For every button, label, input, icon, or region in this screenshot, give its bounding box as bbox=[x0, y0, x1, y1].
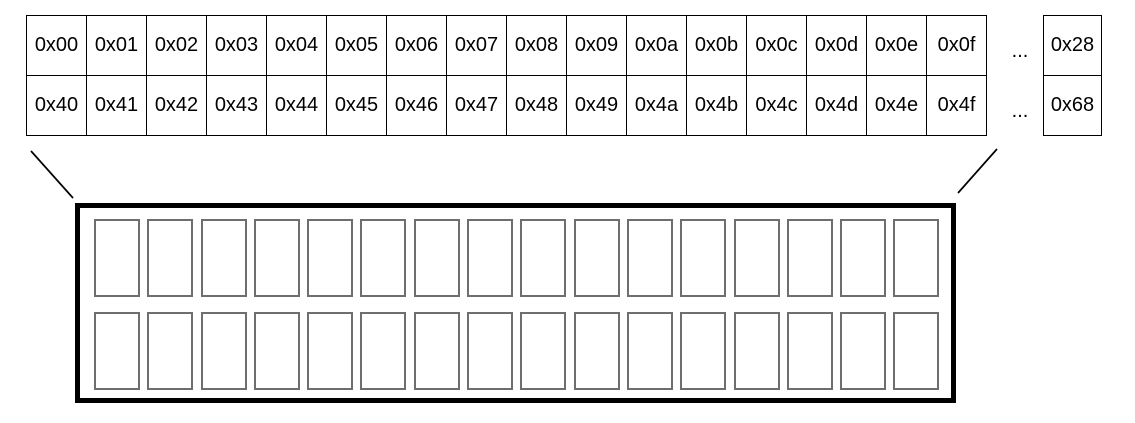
address-cell: 0x06 bbox=[386, 15, 447, 76]
memory-slot bbox=[573, 219, 620, 297]
address-cell: 0x09 bbox=[566, 15, 627, 76]
memory-slot bbox=[680, 219, 727, 297]
address-cell: 0x44 bbox=[266, 75, 327, 136]
ellipsis-bottom: ... bbox=[1011, 100, 1029, 122]
memory-slot bbox=[94, 219, 140, 297]
address-cell: 0x4e bbox=[866, 75, 927, 136]
address-cell: 0x4c bbox=[746, 75, 807, 136]
memory-slot bbox=[200, 219, 247, 297]
memory-slot bbox=[147, 219, 194, 297]
memory-slot bbox=[733, 312, 780, 390]
tail-address-table: 0x28 0x68 bbox=[1043, 15, 1102, 136]
address-cell: 0x03 bbox=[206, 15, 267, 76]
address-cell: 0x08 bbox=[506, 15, 567, 76]
address-cell: 0x42 bbox=[146, 75, 207, 136]
zoom-cell-row bbox=[94, 312, 940, 390]
tail-row: 0x68 bbox=[1043, 75, 1102, 136]
address-cell: 0x28 bbox=[1043, 15, 1102, 76]
memory-slot bbox=[680, 312, 727, 390]
memory-slot bbox=[626, 312, 673, 390]
memory-slot bbox=[786, 312, 833, 390]
memory-slot bbox=[840, 219, 887, 297]
memory-slot bbox=[253, 312, 300, 390]
address-cell: 0x47 bbox=[446, 75, 507, 136]
memory-slot bbox=[786, 219, 833, 297]
memory-slot bbox=[520, 219, 567, 297]
address-cell: 0x02 bbox=[146, 15, 207, 76]
zoom-detail-box bbox=[75, 203, 956, 403]
address-cell: 0x4d bbox=[806, 75, 867, 136]
memory-slot bbox=[626, 219, 673, 297]
memory-slot bbox=[200, 312, 247, 390]
address-cell: 0x41 bbox=[86, 75, 147, 136]
address-cell: 0x00 bbox=[26, 15, 87, 76]
address-cell: 0x43 bbox=[206, 75, 267, 136]
memory-slot bbox=[573, 312, 620, 390]
address-cell: 0x0d bbox=[806, 15, 867, 76]
tail-row: 0x28 bbox=[1043, 15, 1102, 76]
right-connector-line bbox=[957, 148, 998, 194]
address-table: 0x00 0x01 0x02 0x03 0x04 0x05 0x06 0x07 0x08 0x09… bbox=[26, 15, 987, 136]
address-cell: 0x01 bbox=[86, 15, 147, 76]
address-cell: 0x07 bbox=[446, 15, 507, 76]
memory-slot bbox=[360, 219, 407, 297]
memory-slot bbox=[413, 312, 460, 390]
memory-slot bbox=[467, 312, 514, 390]
memory-slot bbox=[307, 312, 354, 390]
zoom-cell-row bbox=[94, 219, 940, 297]
address-cell: 0x48 bbox=[506, 75, 567, 136]
address-cell: 0x0b bbox=[686, 15, 747, 76]
address-cell: 0x04 bbox=[266, 15, 327, 76]
memory-slot bbox=[253, 219, 300, 297]
memory-slot bbox=[413, 219, 460, 297]
address-cell: 0x4b bbox=[686, 75, 747, 136]
address-cell: 0x46 bbox=[386, 75, 447, 136]
memory-slot bbox=[360, 312, 407, 390]
memory-slot bbox=[733, 219, 780, 297]
left-connector-line bbox=[30, 150, 74, 199]
address-cell: 0x49 bbox=[566, 75, 627, 136]
address-cell: 0x68 bbox=[1043, 75, 1102, 136]
memory-slot bbox=[307, 219, 354, 297]
address-cell: 0x0f bbox=[926, 15, 987, 76]
memory-slot bbox=[467, 219, 514, 297]
address-cell: 0x45 bbox=[326, 75, 387, 136]
memory-slot bbox=[520, 312, 567, 390]
memory-slot bbox=[840, 312, 887, 390]
address-row: 0x00 0x01 0x02 0x03 0x04 0x05 0x06 0x07 0x08 0x09… bbox=[26, 15, 987, 76]
address-cell: 0x4a bbox=[626, 75, 687, 136]
address-cell: 0x0c bbox=[746, 15, 807, 76]
memory-slot bbox=[893, 219, 940, 297]
address-cell: 0x05 bbox=[326, 15, 387, 76]
address-cell: 0x4f bbox=[926, 75, 987, 136]
memory-slot bbox=[893, 312, 940, 390]
ellipsis-top: ... bbox=[1011, 40, 1029, 62]
address-cell: 0x0a bbox=[626, 15, 687, 76]
address-row: 0x40 0x41 0x42 0x43 0x44 0x45 0x46 0x47 0x48 0x49… bbox=[26, 75, 987, 136]
memory-slot bbox=[94, 312, 140, 390]
address-cell: 0x0e bbox=[866, 15, 927, 76]
memory-slot bbox=[147, 312, 194, 390]
address-cell: 0x40 bbox=[26, 75, 87, 136]
